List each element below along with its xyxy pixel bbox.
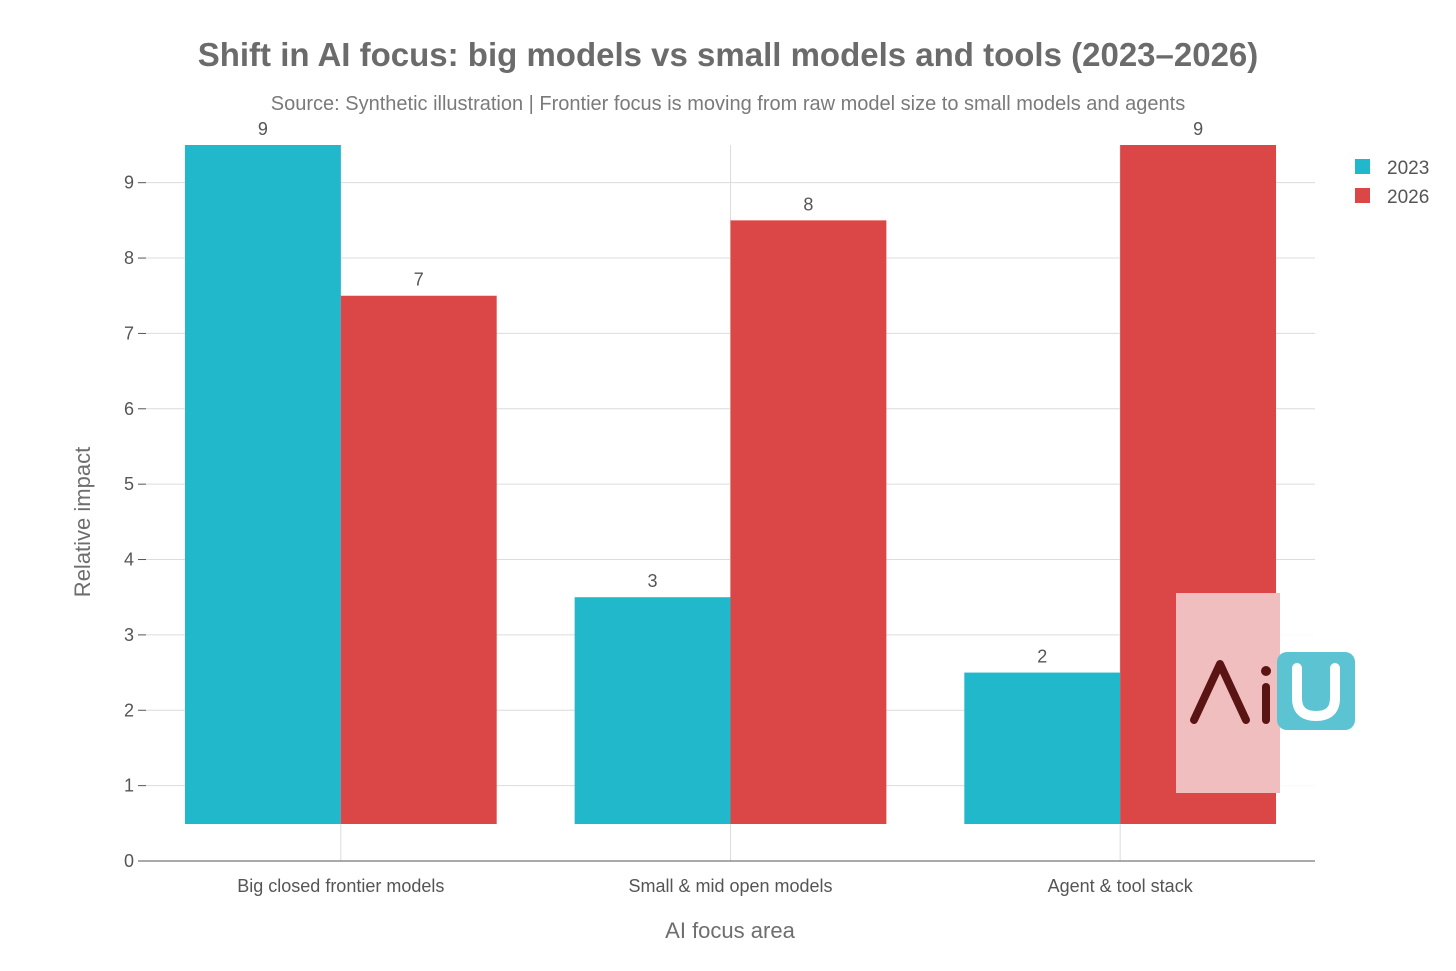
y-tick-label: 3 bbox=[124, 625, 134, 645]
data-label-2026-1: 7 bbox=[414, 270, 424, 290]
y-tick-label: 1 bbox=[124, 776, 134, 796]
data-label-2023-1: 9 bbox=[258, 119, 268, 139]
aiu-logo-watermark bbox=[1176, 593, 1376, 793]
y-tick-label: 6 bbox=[124, 399, 134, 419]
logo-i-dot bbox=[1261, 666, 1271, 676]
bar-2026-1 bbox=[340, 295, 497, 825]
data-label-2026-3: 9 bbox=[1193, 119, 1203, 139]
y-tick-label: 5 bbox=[124, 474, 134, 494]
y-tick-label: 7 bbox=[124, 323, 134, 343]
x-axis-title: AI focus area bbox=[665, 918, 795, 943]
y-tick-label: 9 bbox=[124, 173, 134, 193]
legend: 2023 2026 bbox=[1355, 158, 1429, 208]
bar-2023-2 bbox=[574, 597, 731, 824]
logo-u-glyph bbox=[1292, 663, 1340, 722]
data-labels: 9 7 3 8 2 9 bbox=[258, 119, 1203, 667]
x-tick-label: Small & mid open models bbox=[628, 876, 832, 896]
legend-swatch-2023 bbox=[1355, 159, 1370, 174]
y-tick-label: 8 bbox=[124, 248, 134, 268]
data-label-2026-2: 8 bbox=[803, 194, 813, 214]
x-tick-label: Big closed frontier models bbox=[237, 876, 444, 896]
y-tick-label: 0 bbox=[124, 851, 134, 871]
y-tick-label: 4 bbox=[124, 550, 134, 570]
bar-2026-2 bbox=[730, 220, 887, 825]
logo-lambda-glyph bbox=[1190, 660, 1250, 724]
legend-label-2026: 2026 bbox=[1387, 187, 1429, 208]
data-label-2023-3: 2 bbox=[1037, 647, 1047, 667]
x-tick-label: Agent & tool stack bbox=[1048, 876, 1194, 896]
y-tick-label: 2 bbox=[124, 700, 134, 720]
legend-label-2023: 2023 bbox=[1387, 158, 1429, 179]
legend-swatch-2026 bbox=[1355, 188, 1370, 203]
y-axis-title: Relative impact bbox=[70, 447, 95, 597]
bar-2023-1 bbox=[184, 145, 341, 824]
chart-subtitle: Source: Synthetic illustration | Frontie… bbox=[271, 93, 1185, 115]
y-axis-ticks: 0 1 2 3 4 5 6 7 8 9 bbox=[124, 173, 146, 871]
chart-title: Shift in AI focus: big models vs small m… bbox=[198, 36, 1259, 73]
x-axis-ticks: Big closed frontier models Small & mid op… bbox=[146, 860, 1315, 896]
bar-2023-3 bbox=[964, 672, 1121, 824]
data-label-2023-2: 3 bbox=[648, 571, 658, 591]
